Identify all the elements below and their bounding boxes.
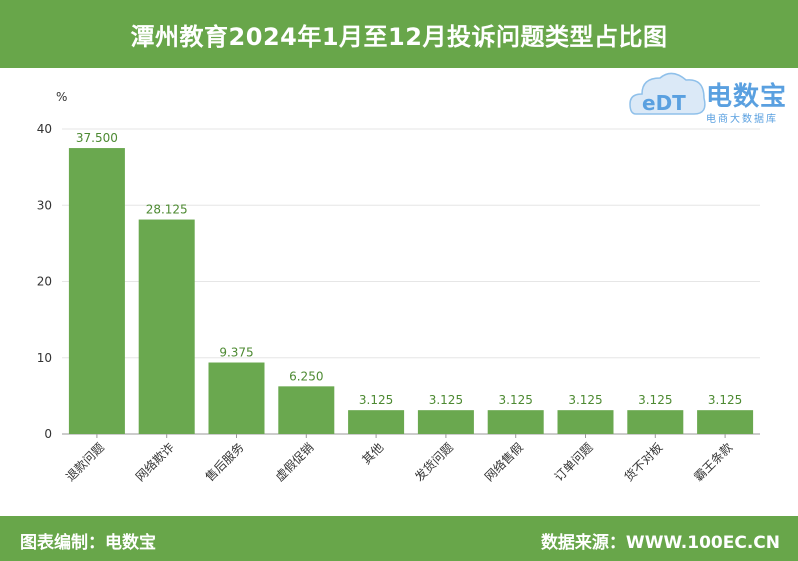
x-category-label: 虚假促销 <box>273 440 317 484</box>
bar <box>627 410 684 434</box>
y-tick-label: 30 <box>37 198 52 212</box>
x-category-label: 售后服务 <box>202 440 247 485</box>
logo-subtitle: 电商大数据库 <box>706 114 778 125</box>
y-tick-label: 20 <box>37 275 52 289</box>
x-category-label: 网络欺诈 <box>132 440 177 485</box>
data-label: 3.125 <box>638 393 672 407</box>
bar <box>68 148 125 434</box>
y-axis: 0 10 20 30 40 <box>37 122 52 441</box>
footer-bar: 图表编制：电数宝 数据来源：WWW.100EC.CN <box>0 516 798 561</box>
data-label: 3.125 <box>429 393 463 407</box>
logo-brand: 电数宝 <box>706 82 788 112</box>
x-category-label: 发货问题 <box>411 440 456 485</box>
bar <box>417 410 474 434</box>
bars: 37.500 28.125 9.375 6.250 3.125 3.125 3.125 3.1… <box>68 131 754 434</box>
data-label: 9.375 <box>219 346 253 360</box>
y-tick-label: 0 <box>44 427 52 441</box>
bar <box>208 362 265 434</box>
x-category-label: 订单问题 <box>552 440 596 484</box>
cloud-logo-icon: eDT <box>629 72 706 115</box>
data-label: 3.125 <box>708 393 742 407</box>
x-category-label: 网络售假 <box>481 440 526 485</box>
y-tick-label: 40 <box>37 122 52 136</box>
header-bar: 潭州教育2024年1月至12月投诉问题类型占比图 <box>0 0 798 68</box>
data-label: 3.125 <box>359 393 393 407</box>
bar <box>278 386 335 434</box>
data-label: 28.125 <box>146 203 188 217</box>
x-category-label: 霸王条款 <box>691 440 735 484</box>
logo: eDT 电数宝 电商大数据库 <box>628 64 798 128</box>
data-label: 3.125 <box>568 393 602 407</box>
y-tick-label: 10 <box>37 351 52 365</box>
footer-credit: 图表编制：电数宝 <box>20 533 156 553</box>
y-unit-label: % <box>56 90 67 104</box>
bar <box>138 219 195 434</box>
x-category-label: 货不对板 <box>621 440 666 485</box>
x-category-label: 其他 <box>359 440 386 467</box>
bar <box>348 410 405 434</box>
data-label: 6.250 <box>289 369 323 383</box>
chart-title: 潭州教育2024年1月至12月投诉问题类型占比图 <box>130 22 668 51</box>
logo-mark-text: eDT <box>642 91 686 115</box>
bar <box>697 410 754 434</box>
bar-chart: 0 10 20 30 40 37.500 28.125 9.375 6.250 3.125 3.1… <box>37 90 760 484</box>
data-label: 3.125 <box>499 393 533 407</box>
bar <box>557 410 614 434</box>
bar <box>487 410 544 434</box>
data-label: 37.500 <box>76 131 118 145</box>
footer-source: 数据来源：WWW.100EC.CN <box>540 533 780 553</box>
x-axis: 退款问题 网络欺诈 售后服务 虚假促销 其他 发货问题 网络售假 订单问题 货不对板 霸王条款 <box>63 434 735 484</box>
x-category-label: 退款问题 <box>63 440 107 484</box>
